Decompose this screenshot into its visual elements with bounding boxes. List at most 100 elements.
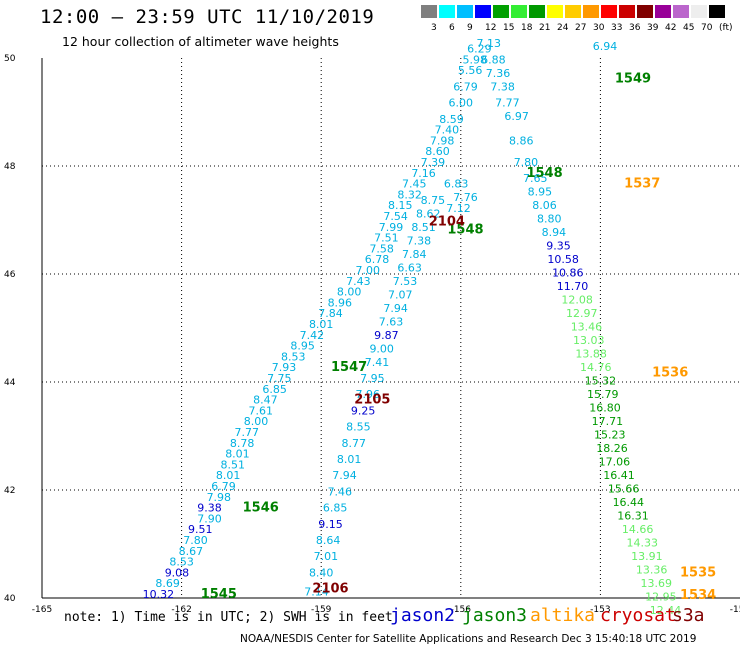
wave-height-value: 7.12 <box>446 202 471 215</box>
wave-height-value: 13.36 <box>636 564 668 577</box>
wave-height-value: 9.15 <box>318 518 343 531</box>
wave-height-value: 7.36 <box>486 67 511 80</box>
wave-height-value: 9.51 <box>188 523 213 536</box>
wave-height-value: 9.08 <box>165 566 190 579</box>
wave-height-value: 7.13 <box>476 37 501 50</box>
pass-label: 1537 <box>624 177 660 192</box>
wave-height-value: 7.76 <box>453 191 478 204</box>
wave-height-value: 6.88 <box>481 53 506 66</box>
wave-height-value: 7.80 <box>514 156 539 169</box>
legend-swatch <box>493 5 509 18</box>
legend-swatch <box>475 5 491 18</box>
wave-height-value: 7.58 <box>369 242 394 255</box>
satellite-s3a: s3a <box>672 605 705 626</box>
wave-height-value: 7.43 <box>346 275 371 288</box>
latitude-tick-label: 48 <box>4 162 16 172</box>
wave-height-value: 6.63 <box>397 261 422 274</box>
wave-height-value: 7.07 <box>388 288 413 301</box>
wave-height-value: 8.01 <box>309 318 334 331</box>
pass-label: 1535 <box>680 565 716 580</box>
latitude-tick-label: 44 <box>4 378 16 388</box>
longitude-tick-label: -162 <box>171 605 191 615</box>
wave-height-value: 9.35 <box>546 240 571 253</box>
legend-swatch <box>421 5 437 18</box>
wave-height-value: 8.32 <box>397 188 422 201</box>
wave-height-value: 6.29 <box>467 43 492 56</box>
wave-height-value: 8.69 <box>155 577 180 590</box>
page-subtitle: 12 hour collection of altimeter wave hei… <box>62 34 339 49</box>
wave-height-value: 8.51 <box>221 458 246 471</box>
wave-height-value: 14.33 <box>627 537 659 550</box>
wave-height-value: 17.71 <box>592 415 624 428</box>
legend-swatch <box>511 5 527 18</box>
pass-label: 1546 <box>243 501 279 516</box>
wave-height-value: 16.31 <box>617 510 649 523</box>
wave-height-value: 14.66 <box>622 523 654 536</box>
wave-height-value: 7.80 <box>183 534 208 547</box>
legend-swatch <box>601 5 617 18</box>
wave-height-value: 15.66 <box>608 483 640 496</box>
wave-height-value: 7.94 <box>383 302 408 315</box>
pass-label: 1545 <box>201 587 237 602</box>
legend-label: 45 <box>683 23 695 33</box>
legend-label: 30 <box>593 23 605 33</box>
wave-height-value: 8.80 <box>537 213 562 226</box>
wave-height-value: 8.15 <box>388 199 413 212</box>
legend-swatch <box>709 5 725 18</box>
legend-swatch <box>439 5 455 18</box>
wave-height-value: 12.44 <box>650 604 682 617</box>
wave-height-value: 8.62 <box>416 207 441 220</box>
legend-label: 12 <box>485 23 497 33</box>
wave-height-value: 6.94 <box>593 40 618 53</box>
wave-height-value: 8.94 <box>542 226 567 239</box>
latitude-tick-label: 50 <box>4 54 16 64</box>
wave-height-value: 7.14 <box>304 585 329 598</box>
wave-height-value: 9.00 <box>369 342 394 355</box>
wave-height-value: 15.32 <box>585 375 617 388</box>
wave-height-value: 7.61 <box>248 404 273 417</box>
wave-height-value: 7.63 <box>379 315 404 328</box>
wave-height-value: 8.40 <box>309 566 334 579</box>
pass-label: 2105 <box>354 393 390 408</box>
wave-height-value: 7.51 <box>374 232 399 245</box>
legend-label: 33 <box>611 23 623 33</box>
satellite-jason3: jason3 <box>462 605 528 626</box>
wave-height-value: 6.85 <box>262 383 287 396</box>
wave-height-value: 6.78 <box>365 253 390 266</box>
wave-height-value: 10.86 <box>552 267 584 280</box>
wave-height-value: 13.03 <box>573 334 605 347</box>
legend-label: 70 <box>701 23 713 33</box>
footer-credit: NOAA/NESDIS Center for Satellite Applica… <box>240 633 697 645</box>
wave-height-value: 15.79 <box>587 388 619 401</box>
wave-height-value: 8.01 <box>225 448 250 461</box>
wave-height-value: 7.90 <box>197 512 222 525</box>
wave-height-value: 8.00 <box>244 415 269 428</box>
latitude-tick-label: 46 <box>4 270 16 280</box>
legend-swatch <box>691 5 707 18</box>
wave-height-value: 8.51 <box>411 221 436 234</box>
legend-label: 39 <box>647 23 659 33</box>
pass-label: 1549 <box>615 71 651 86</box>
wave-height-value: 5.98 <box>463 53 488 66</box>
latitude-tick-label: 40 <box>4 594 16 604</box>
wave-height-value: 11.70 <box>557 280 589 293</box>
wave-height-value: 13.69 <box>640 577 672 590</box>
wave-height-value: 7.77 <box>234 426 259 439</box>
satellite-cryosat: cryosat <box>600 605 676 626</box>
legend-label: 36 <box>629 23 641 33</box>
legend-label: 18 <box>521 23 533 33</box>
legend-swatch <box>565 5 581 18</box>
wave-height-value: 7.95 <box>360 372 385 385</box>
legend-swatch <box>637 5 653 18</box>
wave-height-value: 8.60 <box>425 145 450 158</box>
wave-height-value: 7.65 <box>523 172 548 185</box>
wave-height-value: 8.86 <box>509 134 534 147</box>
wave-height-value: 9.38 <box>197 502 222 515</box>
wave-height-value: 6.79 <box>211 480 236 493</box>
wave-height-value: 12.95 <box>645 591 677 604</box>
wave-height-value: 7.00 <box>355 264 380 277</box>
wave-height-value: 7.96 <box>355 388 380 401</box>
legend-label: 3 <box>431 23 437 33</box>
wave-height-value: 9.25 <box>351 404 376 417</box>
